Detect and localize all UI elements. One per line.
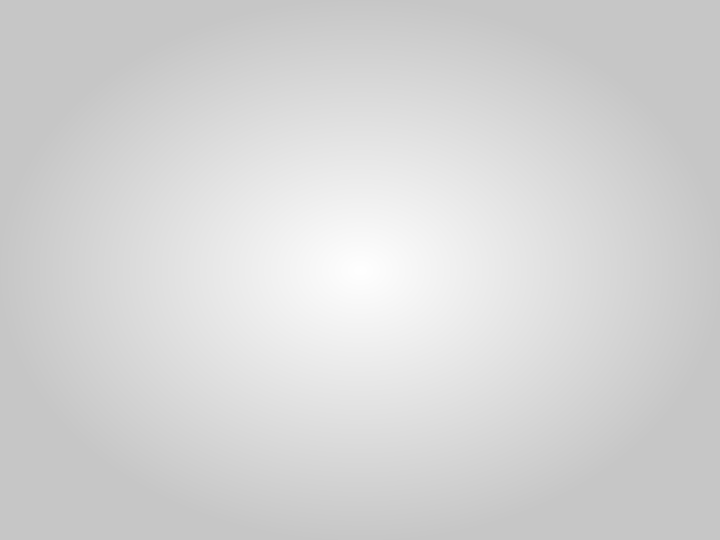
Text: Serum lytes: Serum lytes (72, 324, 188, 341)
Text: Adult: Adult (544, 431, 588, 448)
Text: Drug: Drug (106, 170, 155, 187)
Bar (199, 108, 688, 155)
Bar (61, 108, 688, 510)
Text: Gitelman: Gitelman (521, 123, 611, 140)
Text: Furosemide: Furosemide (273, 170, 369, 187)
Text: Presents: Presents (88, 431, 173, 448)
Text: BP: BP (116, 264, 144, 281)
Text: Mild-mod depletion: Mild-mod depletion (242, 217, 401, 234)
Text: Low potassium, met alk
N to low Mg: Low potassium, met alk N to low Mg (225, 314, 418, 352)
Text: Normal: Normal (535, 264, 596, 281)
Text: Mild depletion: Mild depletion (506, 217, 625, 234)
Text: Low Ca: Low Ca (535, 384, 596, 401)
Text: Urine: Urine (103, 384, 158, 401)
Text: N to high Ca: N to high Ca (269, 384, 373, 401)
Text: Low potassium, met alk
Low Mg: Low potassium, met alk Low Mg (469, 314, 662, 352)
Text: Thiazide: Thiazide (531, 170, 600, 187)
Text: Rar-ish (1/40,000): Rar-ish (1/40,000) (492, 478, 639, 495)
Text: Comparison chart: Comparison chart (132, 26, 588, 76)
Text: Prevalence: Prevalence (76, 478, 184, 495)
Text: Bartter: Bartter (285, 123, 357, 140)
Text: Volume: Volume (94, 217, 166, 234)
Text: Very rare (1/1,000,000): Very rare (1/1,000,000) (226, 478, 416, 495)
Text: Low: Low (304, 264, 338, 281)
Text: Infancy to early years: Infancy to early years (233, 431, 410, 448)
